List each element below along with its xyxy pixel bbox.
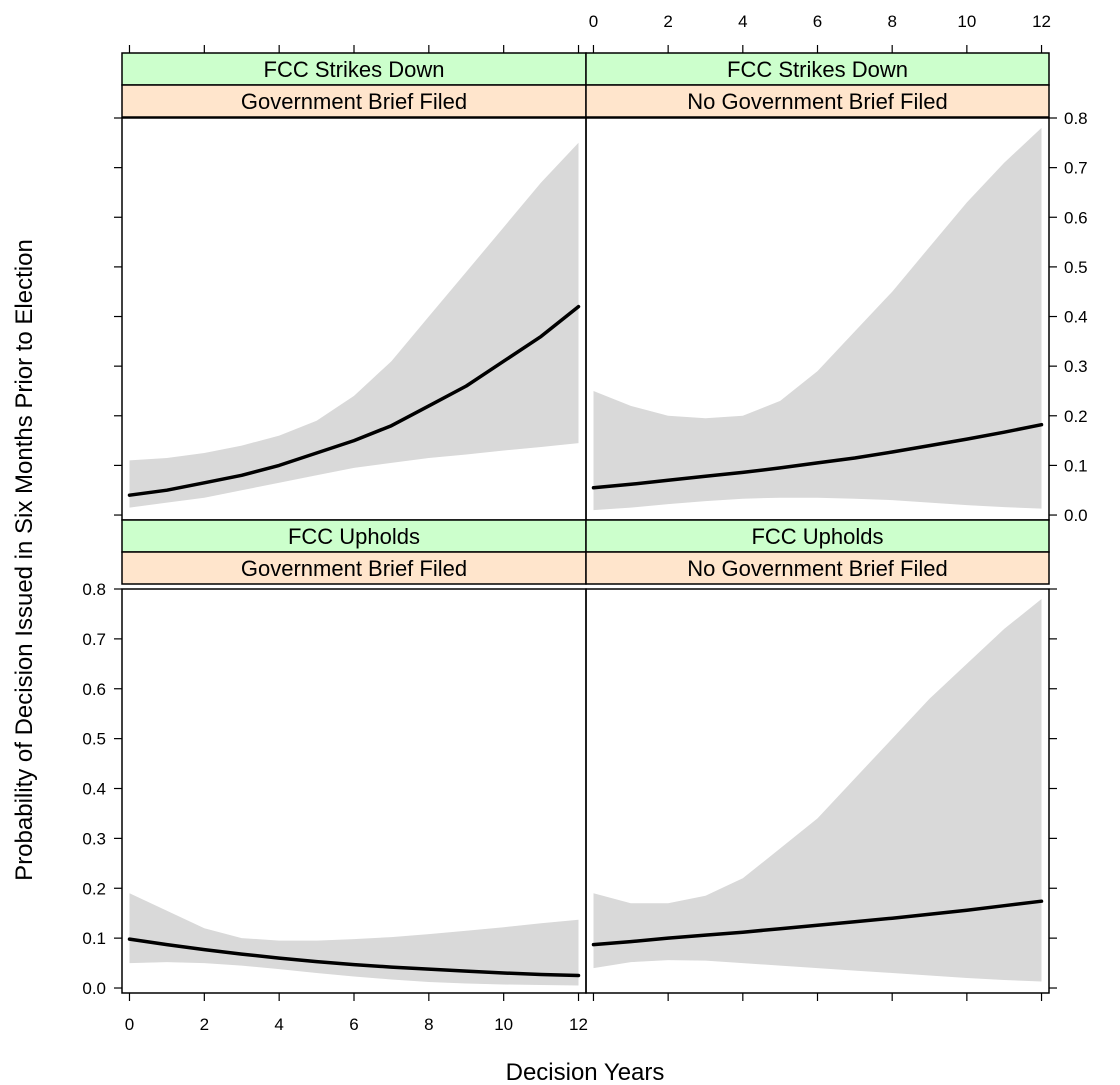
- y-tick-label: 0.6: [1064, 208, 1088, 227]
- x-tick-label: 10: [494, 1015, 513, 1034]
- fitted-line: [127, 937, 581, 978]
- x-tick-label: 12: [1032, 12, 1051, 31]
- confidence-band: [129, 142, 579, 508]
- fitted-line: [127, 304, 581, 497]
- y-tick-label: 0.1: [1064, 456, 1088, 475]
- x-axis-title: Decision Years: [506, 1059, 665, 1085]
- y-tick-label: 0.3: [82, 829, 106, 848]
- confidence-band: [129, 893, 579, 986]
- strip-outcome: [121, 52, 587, 86]
- x-tick-label: 2: [200, 1015, 209, 1034]
- strip-outcome-label: FCC Upholds: [751, 524, 883, 549]
- strip-outcome-label: FCC Strikes Down: [727, 57, 908, 82]
- x-tick-label: 6: [349, 1015, 358, 1034]
- y-tick-label: 0.5: [1064, 258, 1088, 277]
- y-tick-label: 0.5: [82, 730, 106, 749]
- confidence-band: [593, 599, 1042, 982]
- strip-brief: [121, 84, 587, 118]
- x-tick-label: 4: [738, 12, 747, 31]
- y-tick-label: 0.8: [1064, 109, 1088, 128]
- fitted-line: [591, 422, 1044, 490]
- strip-brief-label: No Government Brief Filed: [687, 89, 947, 114]
- strip-outcome-label: FCC Upholds: [288, 524, 420, 549]
- x-tick-label: 10: [957, 12, 976, 31]
- x-tick-label: 8: [424, 1015, 433, 1034]
- y-tick-label: 0.1: [82, 929, 106, 948]
- x-tick-label: 8: [887, 12, 896, 31]
- y-tick-label: 0.7: [82, 630, 106, 649]
- fitted-line: [591, 899, 1044, 947]
- y-tick-label: 0.6: [82, 680, 106, 699]
- x-tick-label: 2: [663, 12, 672, 31]
- y-axis-title: Probability of Decision Issued in Six Mo…: [11, 239, 38, 881]
- y-tick-label: 0.2: [82, 879, 106, 898]
- x-tick-label: 0: [589, 12, 598, 31]
- strip-outcome: [585, 52, 1050, 86]
- y-tick-label: 0.0: [82, 979, 106, 998]
- strip-brief: [585, 551, 1050, 585]
- x-tick-label: 6: [813, 12, 822, 31]
- confidence-band: [593, 127, 1042, 511]
- strip-brief-label: No Government Brief Filed: [687, 556, 947, 581]
- strip-outcome: [585, 519, 1050, 553]
- y-tick-label: 0.7: [1064, 159, 1088, 178]
- strip-outcome-label: FCC Strikes Down: [264, 57, 445, 82]
- y-tick-label: 0.3: [1064, 357, 1088, 376]
- strip-brief-label: Government Brief Filed: [241, 556, 467, 581]
- x-tick-label: 0: [125, 1015, 134, 1034]
- x-tick-label: 12: [569, 1015, 588, 1034]
- y-tick-label: 0.2: [1064, 407, 1088, 426]
- strip-brief-label: Government Brief Filed: [241, 89, 467, 114]
- strip-brief: [121, 551, 587, 585]
- x-tick-label: 4: [274, 1015, 283, 1034]
- strip-brief: [585, 84, 1050, 118]
- y-tick-label: 0.4: [82, 780, 106, 799]
- y-tick-label: 0.0: [1064, 506, 1088, 525]
- y-tick-label: 0.4: [1064, 308, 1088, 327]
- y-tick-label: 0.8: [82, 580, 106, 599]
